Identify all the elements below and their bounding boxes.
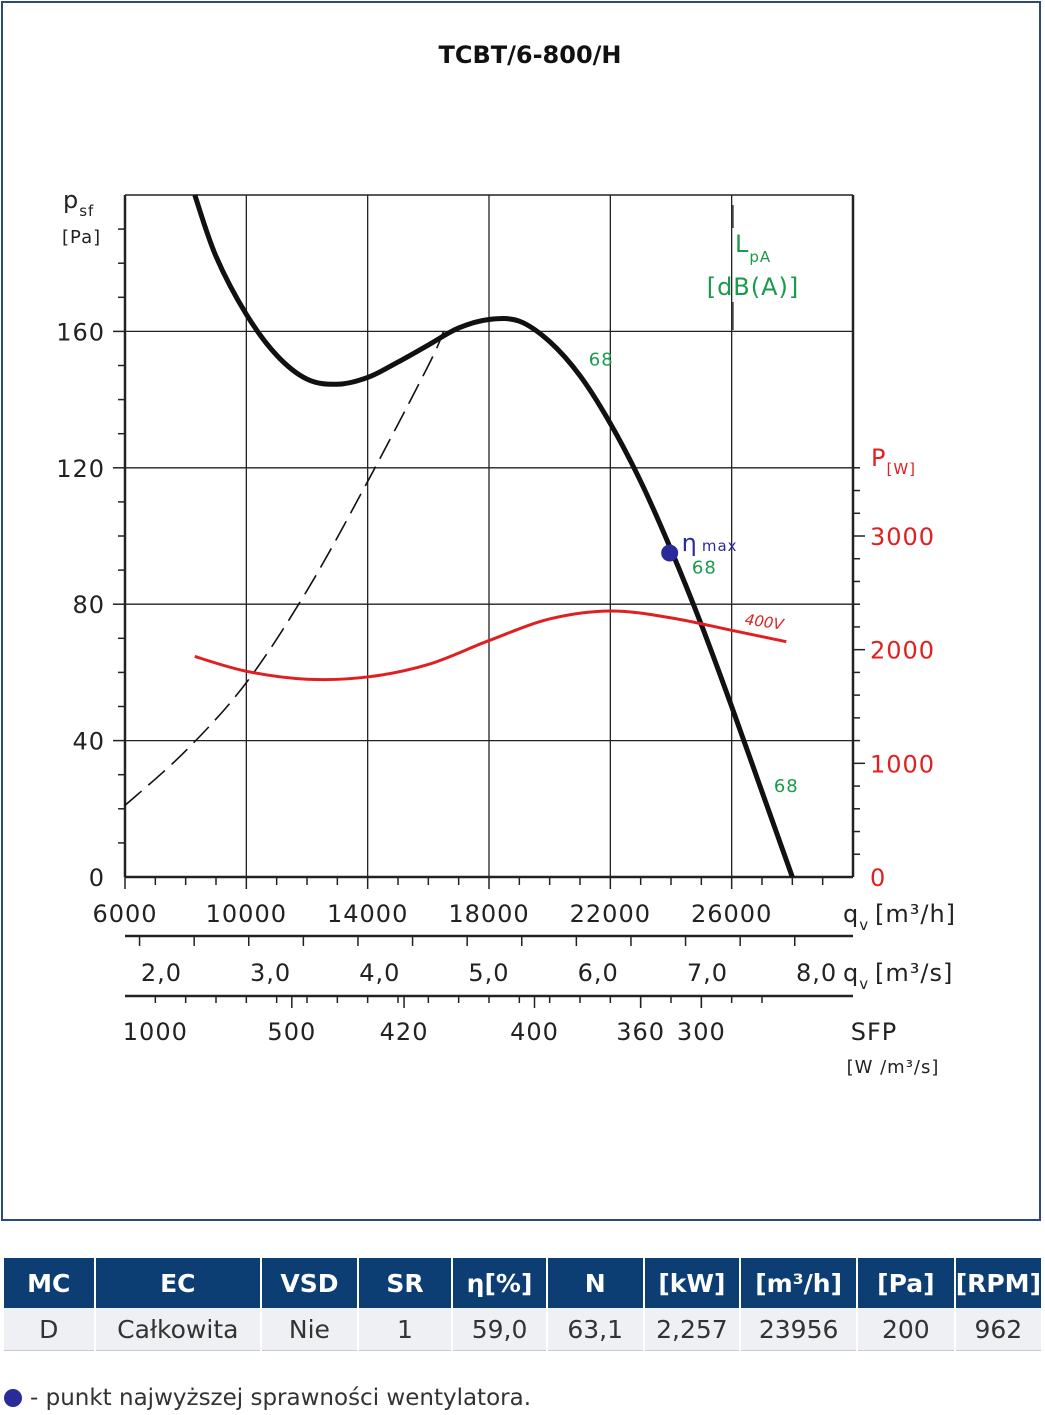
cell-rpm: 962 xyxy=(954,1308,1041,1351)
fan-performance-chart: TCBT/6-800/H 0 40 80 120 160 psf [Pa] 0 1000 2000 3… xyxy=(56,41,956,1078)
series-pressure-line xyxy=(192,194,795,878)
eta-max-label: η max xyxy=(682,529,738,557)
y-axis-label: psf xyxy=(63,186,94,220)
series-system-curve-line xyxy=(125,331,445,806)
lpa-label: LpA xyxy=(735,230,771,266)
x2-tick-label: 4,0 xyxy=(359,959,400,987)
x-tick-label: 26000 xyxy=(691,900,772,928)
y2-tick-label: 3000 xyxy=(870,523,935,551)
header-kw: [kW] xyxy=(643,1258,742,1308)
footnote-text: - punkt najwyższej sprawności wentylator… xyxy=(30,1385,532,1411)
lpa-annotation: 68 xyxy=(589,350,614,371)
x2-axis-unit: [m³/s] xyxy=(875,959,953,987)
y-tick-label: 160 xyxy=(56,318,105,346)
y-tick-label: 120 xyxy=(56,455,105,483)
cell-pa: 200 xyxy=(856,1308,956,1351)
header-n: N xyxy=(546,1258,645,1308)
cell-kw: 2,257 xyxy=(643,1308,742,1351)
cell-vsd: Nie xyxy=(261,1308,359,1351)
y2-tick-label: 1000 xyxy=(870,750,935,778)
lpa-annotation: 68 xyxy=(774,776,799,797)
spec-table-row: D Całkowita Nie 1 59,0 63,1 2,257 23956 … xyxy=(4,1308,1041,1351)
x2-tick-label: 3,0 xyxy=(250,959,291,987)
lpa-annotation: 68 xyxy=(692,558,717,579)
x-tick-label: 6000 xyxy=(92,900,157,928)
sfp-tick-label: 1000 xyxy=(123,1018,188,1046)
header-pa: [Pa] xyxy=(856,1258,956,1308)
x2-tick-label: 2,0 xyxy=(141,959,182,987)
cell-eta: 59,0 xyxy=(452,1308,548,1351)
x2-tick-label: 6,0 xyxy=(578,959,619,987)
y2-axis-label: P[W] xyxy=(871,444,916,478)
x2-axis-label: qv xyxy=(843,959,869,993)
sfp-tick-label: 420 xyxy=(380,1018,429,1046)
sfp-tick-label: 360 xyxy=(616,1018,665,1046)
cell-n: 63,1 xyxy=(546,1308,645,1351)
spec-table: MC EC VSD SR η[%] N [kW] [m³/h] [Pa] [RP… xyxy=(4,1258,1041,1351)
eta-max-legend-icon xyxy=(4,1389,22,1407)
chart-frame xyxy=(1,1,1041,1221)
cell-flow: 23956 xyxy=(740,1308,858,1351)
cell-sr: 1 xyxy=(357,1308,454,1351)
header-mc: MC xyxy=(4,1258,96,1308)
x-tick-label: 10000 xyxy=(206,900,287,928)
sfp-label: SFP xyxy=(851,1018,898,1046)
y-tick-label: 80 xyxy=(72,591,105,619)
header-sr: SR xyxy=(357,1258,454,1308)
series-power-line xyxy=(194,609,787,682)
x-axis-unit: [m³/h] xyxy=(875,900,956,928)
x2-tick-label: 7,0 xyxy=(687,959,728,987)
x2-tick-label: 8,0 xyxy=(796,959,837,987)
x-tick-label: 18000 xyxy=(448,900,529,928)
footnote: - punkt najwyższej sprawności wentylator… xyxy=(4,1385,531,1411)
sfp-tick-label: 400 xyxy=(510,1018,559,1046)
cell-ec: Całkowita xyxy=(94,1308,263,1351)
header-vsd: VSD xyxy=(261,1258,359,1308)
x2-tick-label: 5,0 xyxy=(468,959,509,987)
x-tick-label: 14000 xyxy=(327,900,408,928)
sfp-tick-label: 300 xyxy=(677,1018,726,1046)
header-rpm: [RPM] xyxy=(954,1258,1041,1308)
cell-mc: D xyxy=(4,1308,96,1351)
y2-tick-label: 0 xyxy=(870,864,886,892)
lpa-unit: [dB(A)] xyxy=(707,273,800,301)
spec-table-header-row: MC EC VSD SR η[%] N [kW] [m³/h] [Pa] [RP… xyxy=(4,1258,1041,1308)
y2-tick-label: 2000 xyxy=(870,637,935,665)
y-tick-label: 0 xyxy=(89,864,105,892)
header-flow: [m³/h] xyxy=(740,1258,858,1308)
series-power-label: 400V xyxy=(744,610,787,633)
x-tick-label: 22000 xyxy=(570,900,651,928)
x-axis-label: qv xyxy=(843,900,869,934)
y-axis-unit: [Pa] xyxy=(62,227,101,248)
header-eta: η[%] xyxy=(452,1258,548,1308)
sfp-tick-label: 500 xyxy=(267,1018,316,1046)
chart-title: TCBT/6-800/H xyxy=(438,41,621,69)
sfp-unit: [W /m³/s] xyxy=(847,1057,940,1078)
header-ec: EC xyxy=(94,1258,263,1308)
eta-max-point xyxy=(661,544,679,562)
y-tick-label: 40 xyxy=(72,728,105,756)
